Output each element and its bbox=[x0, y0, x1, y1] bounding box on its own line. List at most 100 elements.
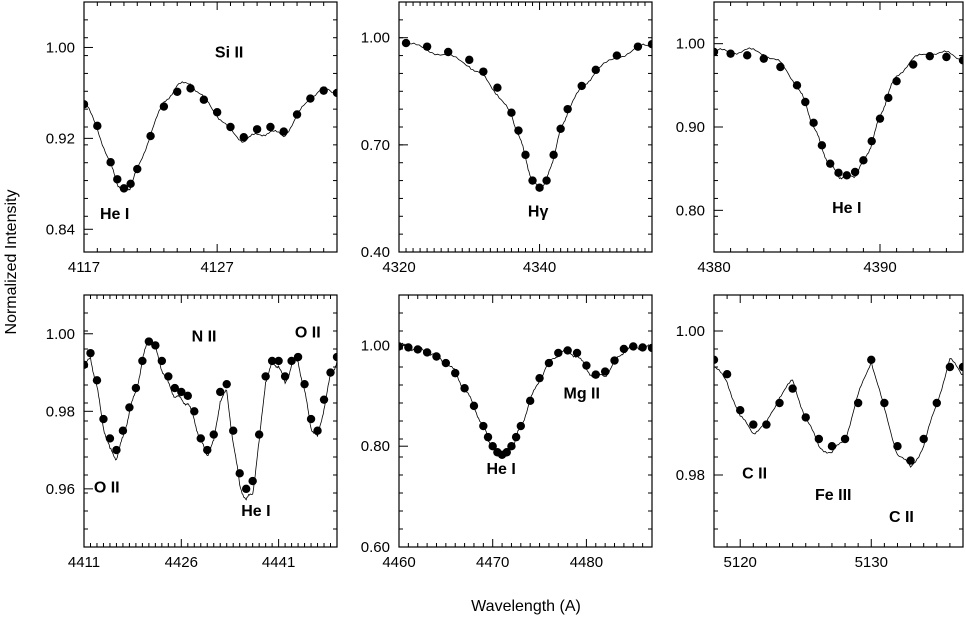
model-point bbox=[280, 372, 290, 381]
y-tick-label: 0.96 bbox=[46, 481, 75, 498]
model-point bbox=[875, 114, 885, 123]
model-point bbox=[619, 344, 629, 354]
model-point bbox=[86, 348, 95, 358]
x-tick-label: 4480 bbox=[570, 554, 603, 571]
model-point bbox=[190, 407, 199, 416]
model-point bbox=[138, 356, 147, 366]
model-point bbox=[577, 81, 586, 91]
model-point bbox=[958, 56, 963, 65]
x-tick-label: 5130 bbox=[855, 554, 888, 571]
model-point bbox=[884, 93, 893, 103]
model-point bbox=[479, 421, 488, 431]
model-point bbox=[514, 126, 523, 135]
model-point bbox=[144, 337, 154, 346]
model-point bbox=[840, 434, 850, 444]
model-point bbox=[306, 414, 316, 424]
model-point bbox=[399, 342, 404, 351]
model-point bbox=[801, 413, 810, 422]
x-tick-label: 4390 bbox=[863, 259, 896, 276]
spectrum-panel-2: 4320 4340 1.00 0.70 0.40 Hγ bbox=[361, 1, 653, 276]
model-point bbox=[460, 384, 469, 393]
model-point bbox=[173, 87, 182, 96]
observed-spectrum-line bbox=[84, 81, 337, 191]
y-tick-label: 1.00 bbox=[676, 36, 705, 53]
observed-spectrum-line bbox=[84, 337, 337, 501]
model-point bbox=[549, 150, 558, 160]
model-point bbox=[563, 104, 572, 114]
model-point bbox=[788, 384, 797, 393]
line-id-label: Mg II bbox=[564, 385, 600, 402]
model-point bbox=[867, 136, 876, 146]
line-id-label: He I bbox=[100, 206, 129, 223]
model-point bbox=[422, 348, 432, 357]
model-point bbox=[252, 125, 262, 134]
line-id-label: Fe III bbox=[815, 487, 851, 504]
model-point bbox=[629, 342, 638, 351]
y-tick-label: 0.70 bbox=[361, 137, 390, 154]
model-point bbox=[479, 67, 488, 76]
model-point bbox=[99, 414, 108, 424]
model-point bbox=[762, 420, 771, 429]
x-tick-label: 4411 bbox=[68, 554, 100, 571]
model-point bbox=[326, 368, 335, 377]
model-point bbox=[535, 183, 544, 192]
model-point bbox=[776, 62, 785, 72]
model-point bbox=[722, 370, 732, 379]
model-point bbox=[319, 395, 329, 404]
model-point bbox=[591, 370, 600, 379]
model-point bbox=[118, 426, 128, 435]
y-tick-label: 1.00 bbox=[676, 323, 705, 340]
model-point bbox=[292, 110, 302, 119]
model-point bbox=[159, 102, 169, 111]
model-point bbox=[465, 55, 474, 65]
model-point bbox=[842, 171, 851, 180]
x-tick-label: 4380 bbox=[697, 259, 730, 276]
model-point bbox=[826, 159, 835, 168]
model-point bbox=[801, 97, 810, 107]
model-point bbox=[93, 121, 102, 131]
model-point bbox=[186, 84, 195, 93]
model-point bbox=[488, 442, 497, 451]
model-point bbox=[106, 158, 115, 167]
model-point bbox=[413, 345, 422, 354]
model-point bbox=[612, 51, 622, 60]
model-point bbox=[177, 387, 186, 397]
line-id-label: O II bbox=[295, 325, 321, 342]
model-point bbox=[610, 356, 619, 365]
model-point bbox=[817, 141, 827, 150]
plot-area bbox=[401, 38, 652, 192]
model-point bbox=[199, 95, 209, 104]
model-point bbox=[554, 348, 563, 358]
model-point bbox=[893, 442, 902, 451]
model-point bbox=[183, 391, 192, 400]
observed-spectrum-line bbox=[405, 42, 652, 192]
x-tick-label: 4340 bbox=[523, 259, 556, 276]
model-point bbox=[266, 122, 275, 132]
model-point bbox=[300, 379, 309, 389]
model-point bbox=[511, 432, 521, 442]
model-point bbox=[544, 358, 554, 368]
model-point bbox=[909, 60, 918, 69]
plot-frame bbox=[398, 294, 653, 548]
plot-area bbox=[399, 342, 652, 459]
model-point bbox=[248, 476, 257, 486]
model-point bbox=[507, 108, 516, 117]
model-point bbox=[105, 434, 115, 443]
model-point bbox=[925, 51, 934, 61]
line-id-label: He I bbox=[241, 503, 270, 520]
x-tick-label: 5120 bbox=[724, 554, 757, 571]
model-point bbox=[535, 373, 544, 383]
model-point bbox=[521, 150, 530, 160]
model-point bbox=[775, 398, 784, 408]
plot-area bbox=[714, 355, 963, 468]
model-point bbox=[528, 176, 537, 185]
model-point bbox=[493, 83, 502, 92]
model-point bbox=[880, 398, 889, 408]
model-point bbox=[203, 445, 212, 455]
model-point bbox=[267, 356, 277, 366]
model-point bbox=[287, 356, 296, 366]
model-point bbox=[582, 361, 591, 370]
model-point bbox=[229, 426, 238, 435]
model-point bbox=[401, 38, 411, 48]
